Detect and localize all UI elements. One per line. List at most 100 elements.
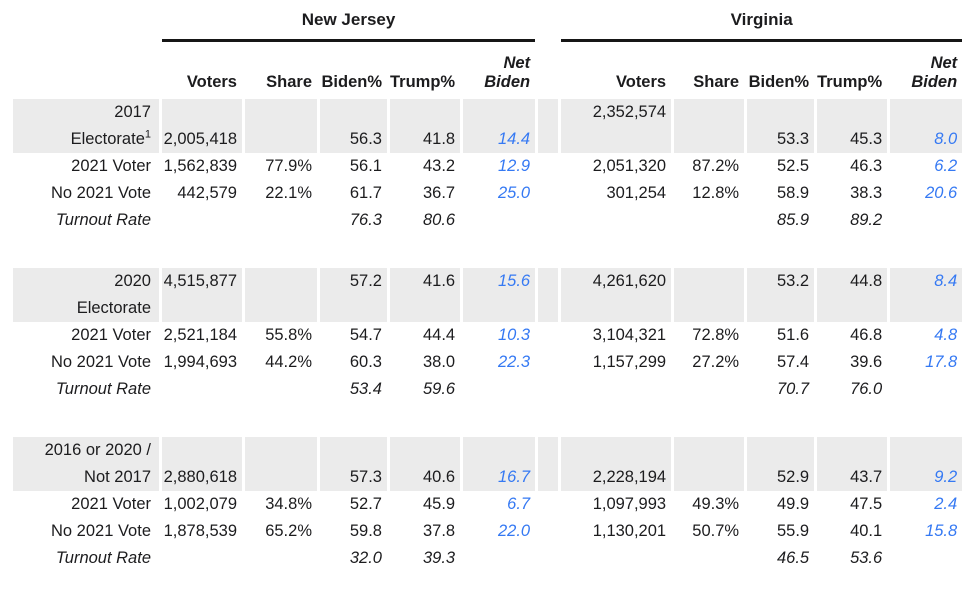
- cell-va-trump: 46.3: [850, 157, 883, 175]
- table-row-2021-voter: 2021 Voter 2,521,184 55.8% 54.7 44.4 10.…: [13, 322, 962, 349]
- cell-nj-net-biden: [463, 207, 535, 234]
- table-row-not-2017: Not 2017 2,880,618 57.3 40.6 16.7 2,228,…: [13, 464, 963, 491]
- cell-nj-share: [245, 545, 317, 572]
- cell-va-biden: [747, 295, 815, 322]
- group-gap: [538, 545, 558, 572]
- cell-va-trump: 38.3: [850, 184, 883, 202]
- row-label: No 2021 Vote: [51, 353, 151, 371]
- cell-va-net-biden: [890, 295, 963, 322]
- net-label-line2: Biden: [911, 73, 958, 91]
- cell-nj-trump: 36.7: [422, 184, 456, 202]
- group-gap: [538, 4, 558, 42]
- cell-va-biden: 46.5: [776, 549, 810, 567]
- cell-va-share: [674, 99, 745, 126]
- cell-nj-net-biden: 10.3: [497, 326, 531, 344]
- cell-va-share: 12.8%: [692, 184, 740, 202]
- cell-va-net-biden: 8.4: [890, 268, 963, 295]
- cell-nj-share: [245, 295, 317, 322]
- cell-va-share: [674, 464, 745, 491]
- cell-nj-share: [245, 437, 317, 464]
- row-label: Turnout Rate: [55, 549, 151, 567]
- row-label: Electorate: [13, 295, 159, 322]
- col-header-va-net-biden: Net Biden: [890, 42, 962, 99]
- cell-va-net-biden: 15.8: [925, 522, 958, 540]
- row-label: No 2021 Vote: [51, 522, 151, 540]
- cell-va-share: 27.2%: [692, 353, 740, 371]
- group-gap: [538, 518, 558, 545]
- cell-va-trump: 45.3: [817, 126, 888, 153]
- cell-nj-biden: [320, 99, 387, 126]
- cell-nj-voters: [162, 437, 242, 464]
- cell-va-net-biden: 9.2: [890, 464, 963, 491]
- cell-va-net-biden: [890, 437, 963, 464]
- cell-nj-voters: [162, 207, 242, 234]
- cell-va-share: 50.7%: [692, 522, 740, 540]
- spacer-cell: [13, 234, 962, 268]
- cell-nj-trump: [390, 437, 461, 464]
- cell-va-share: [674, 268, 745, 295]
- table-row-turnout-rate: Turnout Rate 76.3 80.6 85.9 89.2: [13, 207, 962, 234]
- cell-nj-share: 65.2%: [265, 522, 312, 540]
- cell-va-biden: 52.5: [776, 157, 810, 175]
- cell-va-biden: 70.7: [776, 380, 810, 398]
- cell-va-voters: [561, 545, 671, 572]
- group-header-virginia: Virginia: [561, 4, 963, 42]
- cell-nj-share: [245, 464, 317, 491]
- col-header-nj-trump: Trump%: [390, 73, 456, 91]
- cell-nj-trump: [390, 99, 461, 126]
- col-header-va-voters: Voters: [615, 73, 667, 91]
- cell-nj-biden: 76.3: [349, 211, 382, 229]
- cell-nj-net-biden: 12.9: [497, 157, 531, 175]
- cell-va-biden: 85.9: [776, 211, 810, 229]
- cell-va-voters: [561, 295, 672, 322]
- table-group-header-row: New Jersey Virginia: [13, 4, 963, 42]
- cell-nj-voters: 1,002,079: [163, 495, 237, 513]
- row-label: Turnout Rate: [55, 380, 151, 398]
- group-gap: [538, 42, 558, 99]
- cell-nj-trump: 41.6: [390, 268, 461, 295]
- table-row-no-2021-vote: No 2021 Vote 442,579 22.1% 61.7 36.7 25.…: [13, 180, 962, 207]
- cell-nj-trump: [390, 295, 461, 322]
- cell-va-net-biden: 6.2: [934, 157, 958, 175]
- net-label-line2: Biden: [484, 73, 531, 91]
- cell-nj-voters: 2,005,418: [162, 126, 242, 153]
- group-gap: [538, 207, 558, 234]
- table-row-2017: 2017 2,352,574: [13, 99, 963, 126]
- col-header-nj-voters: Voters: [186, 73, 237, 91]
- row-label: Not 2017: [13, 464, 159, 491]
- cell-va-share: [674, 376, 744, 403]
- table-row-2016-or-2020: 2016 or 2020 /: [13, 437, 963, 464]
- cell-nj-voters: [162, 295, 242, 322]
- cell-va-net-biden: 2.4: [934, 495, 958, 513]
- table-row-turnout-rate: Turnout Rate 53.4 59.6 70.7 76.0: [13, 376, 962, 403]
- col-header-nj-share: Share: [266, 73, 312, 91]
- cell-nj-biden: 54.7: [349, 326, 382, 344]
- cell-nj-share: [245, 376, 317, 403]
- cell-nj-net-biden: 6.7: [507, 495, 531, 513]
- cell-nj-voters: [162, 376, 242, 403]
- group-gap: [538, 464, 559, 491]
- cell-va-voters: 1,157,299: [592, 353, 667, 371]
- group-gap: [538, 349, 558, 376]
- row-label: 2020: [13, 268, 159, 295]
- group-gap: [538, 376, 558, 403]
- group-gap: [538, 322, 558, 349]
- cell-nj-biden: 60.3: [349, 353, 382, 371]
- cell-nj-biden: 57.2: [320, 268, 387, 295]
- cell-va-voters: 2,352,574: [561, 99, 672, 126]
- cell-nj-biden: 61.7: [349, 184, 382, 202]
- cell-va-trump: 47.5: [850, 495, 883, 513]
- group-header-new-jersey: New Jersey: [162, 4, 536, 42]
- cell-va-trump: 44.8: [817, 268, 888, 295]
- cell-va-voters: [561, 126, 672, 153]
- cell-va-trump: [817, 437, 888, 464]
- spacer-row: [13, 234, 962, 268]
- spacer-cell: [13, 403, 962, 437]
- cell-va-voters: [561, 207, 671, 234]
- cell-va-biden: [747, 99, 815, 126]
- row-label: 2021 Voter: [71, 495, 151, 513]
- group-gap: [538, 268, 559, 295]
- footnote-marker: 1: [144, 128, 151, 141]
- cell-nj-net-biden: [463, 376, 535, 403]
- cell-nj-biden: 56.1: [349, 157, 382, 175]
